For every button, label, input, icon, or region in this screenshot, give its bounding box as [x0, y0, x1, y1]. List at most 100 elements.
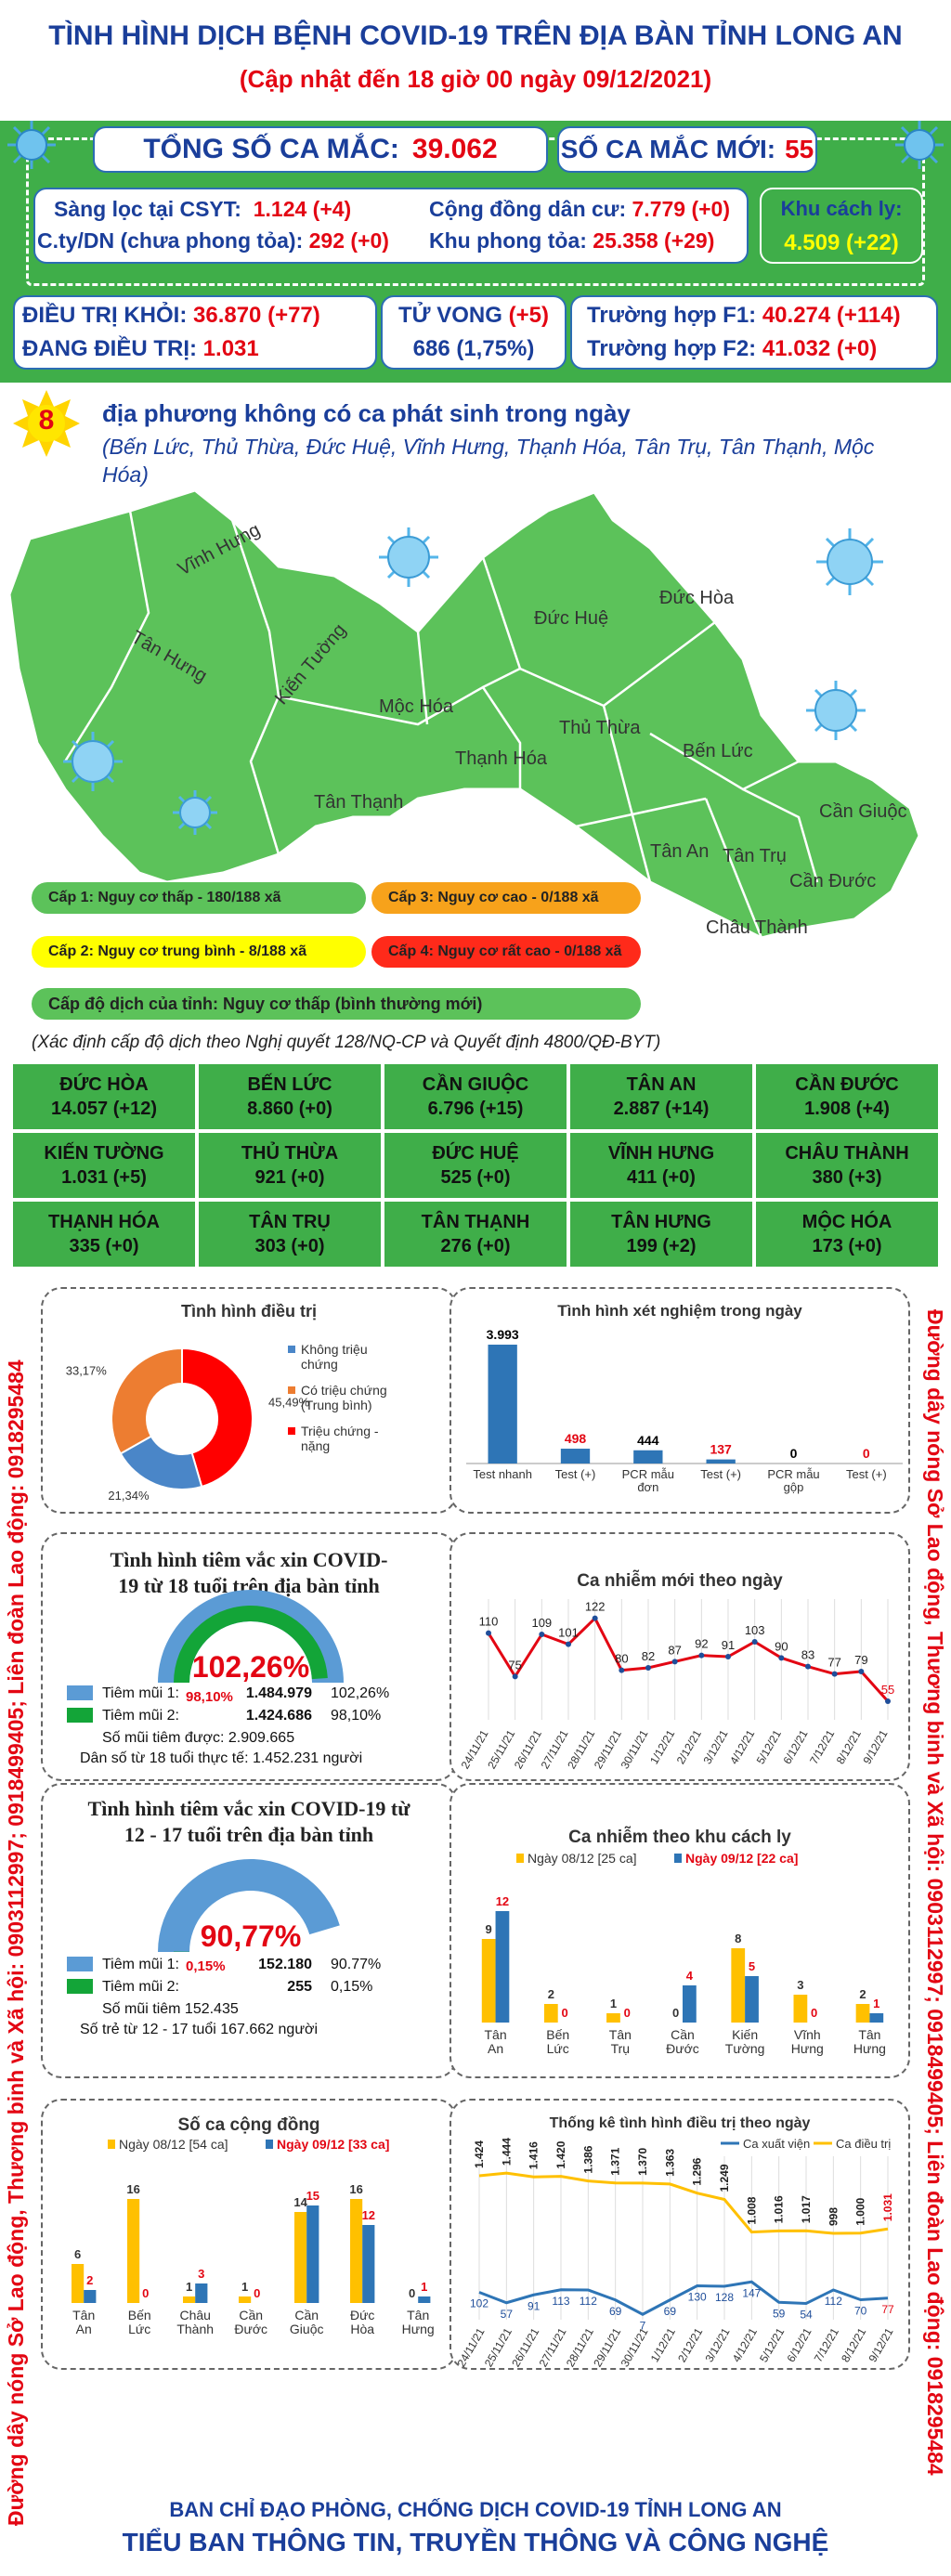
no-case-text: địa phương không có ca phát sinh trong n…: [102, 399, 631, 427]
x-tick-label: Kiến: [732, 2027, 758, 2042]
data-label: 90: [775, 1639, 788, 1653]
data-label: 91: [722, 1638, 735, 1652]
data-label: 6: [74, 2247, 81, 2261]
data-label: 1: [873, 1997, 879, 2010]
gauge-dose2-arc: [174, 1606, 328, 1683]
bar: [731, 1948, 746, 2023]
data-label: 2: [86, 2273, 93, 2287]
page-subtitle: (Cập nhật đến 18 giờ 00 ngày 09/12/2021): [239, 65, 712, 93]
donut-slice: [181, 1347, 254, 1489]
legend-swatch: [67, 1979, 93, 1994]
district-value: 173 (+0): [812, 1236, 882, 1256]
x-tick-label: Hưng: [853, 2041, 886, 2056]
x-tick-label: 1/12/21: [648, 2325, 678, 2364]
district-cell: TÂN TRỤ 303 (+0): [199, 1202, 381, 1267]
data-label: 83: [801, 1648, 814, 1662]
map-label: Bến Lức: [683, 741, 753, 761]
x-tick-label: Hưng: [402, 2322, 435, 2336]
data-label: 0: [142, 2286, 149, 2300]
data-label: 87: [668, 1643, 681, 1657]
district-cell: ĐỨC HÒA 14.057 (+12): [13, 1064, 195, 1129]
new-cases-label: SỐ CA MẮC MỚI:: [560, 135, 776, 163]
footer-line-1: BAN CHỈ ĐẠO PHÒNG, CHỐNG DỊCH COVID-19 T…: [169, 2498, 782, 2521]
series-line: [487, 1616, 890, 1703]
district-cell: TÂN AN 2.887 (+14): [570, 1064, 752, 1129]
x-tick-label: 2/12/21: [674, 1727, 704, 1766]
district-value: 276 (+0): [440, 1236, 511, 1256]
donut-center-value: 1.031: [150, 1405, 215, 1434]
district-cell: BẾN LỨC 8.860 (+0): [199, 1064, 381, 1129]
data-label: 14: [293, 2195, 307, 2209]
legend-pct: 102,26%: [331, 1685, 389, 1701]
x-tick-label: 3/12/21: [700, 1727, 730, 1766]
x-tick-label: Tân: [609, 2027, 632, 2042]
no-case-count: 8: [38, 405, 55, 436]
x-tick-label: 5/12/21: [757, 2325, 787, 2364]
gauge-dose1-pct: 102,26%: [192, 1650, 309, 1684]
community-bar-chart: Ngày 08/12 [54 ca] Ngày 09/12 [33 ca] 62 Tâ…: [72, 2137, 435, 2336]
district-value: 335 (+0): [69, 1236, 139, 1256]
legend-swatch: [288, 1427, 295, 1435]
daily-cases-title: Ca nhiễm mới theo ngày: [577, 1571, 783, 1591]
donut-slice-label: 45,49%: [268, 1396, 310, 1410]
legend-swatch: [516, 1854, 524, 1863]
data-label: 16: [126, 2182, 139, 2196]
data-label: 1.031: [881, 2193, 894, 2221]
dose-total: Số mũi tiêm 152.435: [102, 2001, 239, 2017]
data-point: [858, 1669, 865, 1674]
data-label: 128: [715, 2291, 734, 2304]
data-label: 0: [790, 1446, 798, 1461]
data-label: 1: [241, 2280, 248, 2294]
legend-label: Ngày 08/12 [54 ca]: [119, 2137, 228, 2152]
x-tick-label: 9/12/21: [866, 2325, 895, 2364]
data-point: [619, 1667, 625, 1673]
legend-swatch: [67, 1708, 93, 1723]
bar: [127, 2199, 140, 2303]
gauge-dose1-pct: 90,77%: [201, 1919, 302, 1953]
district-name: TÂN TRỤ: [249, 1212, 331, 1232]
legend-swatch: [266, 2140, 273, 2149]
data-label: 15: [306, 2189, 319, 2203]
treatment-trend-line-chart: Ca xuất viện Ca điều trị 1.424 1.444 1.416 1.…: [455, 2137, 896, 2369]
bar: [488, 1345, 517, 1464]
data-label: 1.296: [691, 2157, 704, 2185]
treatment-trend-panel: Thống kê tình hình điều trị theo ngày Ca…: [449, 2099, 910, 2370]
recovered-stat: ĐIỀU TRỊ KHỎI: 36.870 (+77): [22, 303, 320, 328]
data-label: 3: [198, 2267, 204, 2281]
x-tick-label: Cần: [671, 2027, 695, 2042]
district-cell: MỘC HÓA 173 (+0): [756, 1202, 938, 1267]
community-title: Số ca cộng đồng: [177, 2115, 320, 2135]
data-label: 8: [735, 1932, 741, 1945]
data-label: 16: [349, 2182, 362, 2196]
hotline-right: Đường dây nóng Sở Lao động, Thương binh …: [923, 1309, 947, 2476]
total-cases-label: TỔNG SỐ CA MẮC:: [143, 134, 399, 164]
data-label: 110: [479, 1615, 499, 1629]
district-name: TÂN AN: [626, 1074, 697, 1095]
treatment-trend-title: Thống kê tình hình điều trị theo ngày: [549, 2115, 811, 2131]
dose-total: Số mũi tiêm được: 2.909.665: [102, 1730, 294, 1746]
data-label: 1: [610, 1997, 617, 2010]
data-label: 1.363: [663, 2149, 676, 2177]
x-tick-label: 2/12/21: [675, 2325, 705, 2364]
legend-swatch: [108, 2140, 115, 2149]
x-tick-label: Đức: [350, 2308, 374, 2322]
vaccine-teen-panel: Tình hình tiêm vắc xin COVID-19 từ 12 - …: [41, 1783, 457, 2078]
virus-icon: [895, 121, 944, 169]
data-label: 101: [558, 1626, 579, 1640]
x-tick-label: 1/12/21: [647, 1727, 677, 1766]
x-tick-label: 7/12/21: [812, 2325, 841, 2364]
bar: [294, 2212, 307, 2303]
vaccine-adult-title: Tình hình tiêm vắc xin COVID-19 từ 18 tu…: [110, 1548, 388, 1597]
district-name: TÂN HƯNG: [611, 1212, 711, 1232]
data-point: [671, 1659, 678, 1665]
data-label: 9: [486, 1922, 492, 1936]
x-tick-label: 8/12/21: [834, 1727, 864, 1766]
legend-value: 1.424.686: [246, 1708, 312, 1724]
data-point: [512, 1673, 518, 1680]
map-label: Thạnh Hóa: [455, 748, 548, 769]
legend-value: 1.484.979: [246, 1685, 312, 1701]
data-point: [805, 1663, 811, 1670]
risk-level-3: Cấp 3: Nguy cơ cao - 0/188 xã: [371, 882, 641, 914]
legend-label: Tiêm mũi 1:: [102, 1957, 179, 1972]
quarantine-panel: Ca nhiễm theo khu cách ly Ngày 08/12 [25…: [449, 1783, 910, 2078]
